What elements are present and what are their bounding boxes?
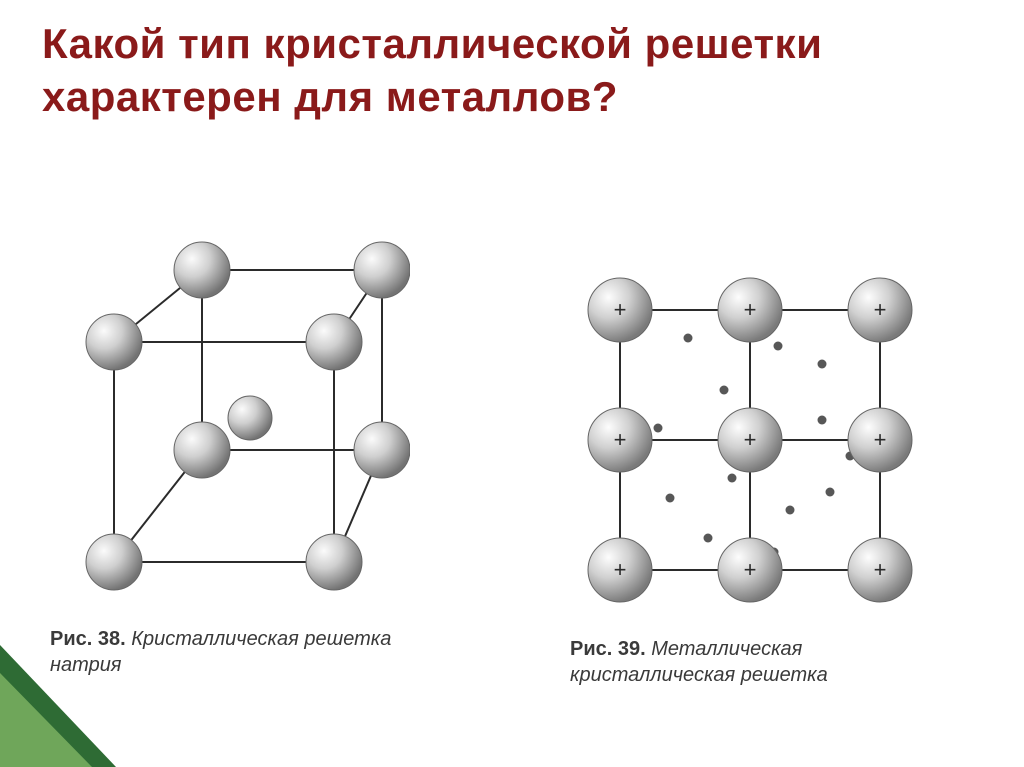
- page-title: Какой тип кристаллической решетки характ…: [42, 18, 862, 123]
- svg-text:+: +: [744, 557, 757, 582]
- figure-left-label: Рис. 38.: [50, 628, 126, 650]
- svg-text:+: +: [874, 297, 887, 322]
- atoms-back: [174, 242, 410, 478]
- svg-text:+: +: [874, 557, 887, 582]
- center-atom: [228, 396, 272, 440]
- svg-text:+: +: [614, 557, 627, 582]
- metallic-lattice-svg: + + + + + + + + +: [570, 260, 930, 620]
- triangle-front: [0, 673, 92, 767]
- figure-right-caption: Рис. 39. Металлическая кристаллическая р…: [570, 637, 970, 688]
- svg-text:+: +: [744, 427, 757, 452]
- ions: + + + + + + + + +: [588, 278, 912, 602]
- svg-text:+: +: [614, 427, 627, 452]
- figure-right: + + + + + + + + + Рис. 39. Металлическая…: [570, 260, 970, 688]
- figure-left: Рис. 38. Кристаллическая решетка натрия: [50, 230, 410, 678]
- figure-right-label: Рис. 39.: [570, 638, 646, 660]
- figure-left-caption: Рис. 38. Кристаллическая решетка натрия: [50, 627, 410, 678]
- svg-text:+: +: [614, 297, 627, 322]
- cubic-lattice-svg: [50, 230, 410, 610]
- svg-text:+: +: [744, 297, 757, 322]
- svg-text:+: +: [874, 427, 887, 452]
